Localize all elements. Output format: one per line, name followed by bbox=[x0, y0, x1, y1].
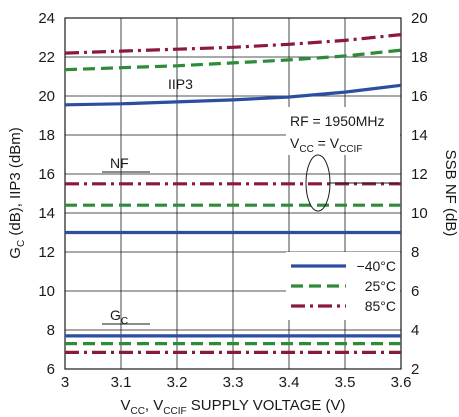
y2-tick-5: 12 bbox=[411, 166, 428, 183]
x-tick-4: 3.4 bbox=[279, 374, 300, 391]
rf-condition: RF = 1950MHz bbox=[290, 113, 385, 129]
plot-frame bbox=[64, 17, 402, 370]
y-tick-3: 12 bbox=[38, 244, 55, 261]
vcc-sub1: CC bbox=[299, 144, 313, 155]
y-tick-4: 14 bbox=[38, 205, 55, 222]
series-iip3-1 bbox=[64, 48, 402, 72]
x-title-sub1: CC bbox=[130, 406, 144, 417]
y-tick-labels: 6 8 10 12 14 16 18 20 22 24 bbox=[38, 10, 55, 378]
gc-label-sub: C bbox=[121, 316, 128, 327]
y2-tick-labels: 2 4 6 8 10 12 14 16 18 20 bbox=[411, 10, 428, 378]
x-tick-3: 3.3 bbox=[223, 374, 244, 391]
y2-tick-3: 8 bbox=[411, 244, 419, 261]
y-tick-5: 16 bbox=[38, 166, 55, 183]
x-title-main: V bbox=[120, 397, 130, 414]
y-title-rest: (dB), IIP3 (dBm) bbox=[7, 127, 24, 240]
x-tick-5: 3.5 bbox=[335, 374, 356, 391]
y2-tick-6: 14 bbox=[411, 127, 428, 144]
y2-tick-7: 16 bbox=[411, 88, 428, 105]
x-tick-1: 3.1 bbox=[111, 374, 132, 391]
x-tick-6: 3.6 bbox=[391, 374, 412, 391]
y-tick-0: 6 bbox=[47, 361, 55, 378]
y-tick-6: 18 bbox=[38, 127, 55, 144]
x-title-mid: , V bbox=[145, 397, 163, 414]
y2-tick-9: 20 bbox=[411, 10, 428, 27]
y-tick-2: 10 bbox=[38, 283, 55, 300]
iip3-label: IIP3 bbox=[168, 76, 193, 92]
x-tick-2: 3.2 bbox=[167, 374, 188, 391]
legend: −40°C 25°C 85°C bbox=[291, 258, 396, 314]
x-title-sub2: CCIF bbox=[163, 406, 186, 417]
y2-tick-2: 6 bbox=[411, 283, 419, 300]
vcc-condition: VCC = VCCIF bbox=[290, 135, 362, 155]
y-tick-9: 24 bbox=[38, 10, 55, 27]
vcc-main: V bbox=[290, 135, 300, 151]
legend-label-0: −40°C bbox=[357, 258, 396, 274]
y-title-main: G bbox=[7, 247, 24, 259]
x-axis-title: VCC, VCCIF SUPPLY VOLTAGE (V) bbox=[120, 397, 345, 417]
y-tick-1: 8 bbox=[47, 322, 55, 339]
vcc-eq: = V bbox=[314, 135, 340, 151]
y-axis-title: GC (dB), IIP3 (dBm) bbox=[7, 127, 27, 258]
y2-tick-1: 4 bbox=[411, 322, 419, 339]
nf-label: NF bbox=[110, 155, 129, 171]
y-tick-7: 20 bbox=[38, 88, 55, 105]
y2-tick-4: 10 bbox=[411, 205, 428, 222]
legend-bg bbox=[286, 252, 400, 320]
x-tick-0: 3 bbox=[61, 374, 69, 391]
y-title-sub: C bbox=[16, 240, 27, 247]
x-tick-labels: 3 3.1 3.2 3.3 3.4 3.5 3.6 bbox=[61, 374, 412, 391]
x-title-rest: SUPPLY VOLTAGE (V) bbox=[187, 397, 346, 414]
y2-tick-8: 18 bbox=[411, 49, 428, 66]
y-tick-8: 22 bbox=[38, 49, 55, 66]
series-iip3-2 bbox=[64, 33, 402, 55]
legend-label-1: 25°C bbox=[365, 278, 396, 294]
y2-tick-0: 2 bbox=[411, 361, 419, 378]
legend-label-2: 85°C bbox=[365, 298, 396, 314]
vcc-sub2: CCIF bbox=[339, 144, 362, 155]
y2-axis-title: SSB NF (dB) bbox=[442, 150, 459, 237]
gc-label-main: G bbox=[110, 307, 121, 323]
gc-label: GC bbox=[110, 307, 128, 327]
rf-annotation-bg bbox=[286, 107, 400, 155]
series-layer bbox=[64, 33, 402, 354]
series-iip3-0 bbox=[64, 83, 402, 107]
